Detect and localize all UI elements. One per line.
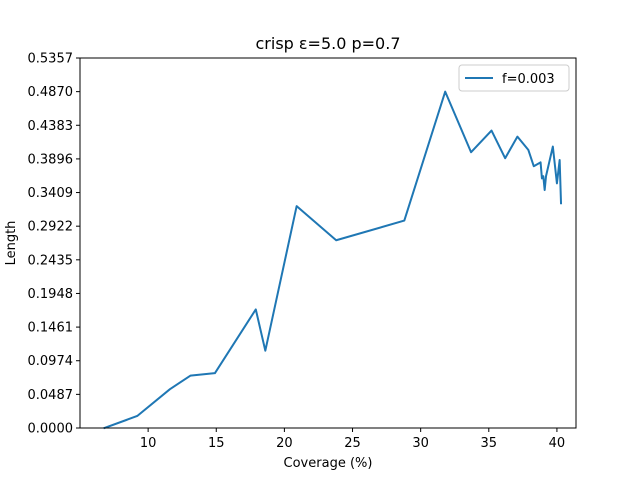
y-tick-label: 0.3896 <box>28 152 74 167</box>
plot-background <box>80 58 576 428</box>
x-tick-label: 35 <box>481 436 498 451</box>
x-axis-ticks: 10 15 20 25 30 35 40 <box>140 428 565 451</box>
legend-label: f=0.003 <box>502 72 555 87</box>
y-tick-label: 0.0000 <box>28 422 74 437</box>
x-tick-label: 15 <box>208 436 225 451</box>
plot-area <box>80 58 576 428</box>
y-tick-label: 0.4383 <box>28 119 74 134</box>
y-tick-label: 0.4870 <box>28 85 74 100</box>
x-tick-label: 25 <box>344 436 361 451</box>
x-tick-label: 10 <box>140 436 157 451</box>
y-tick-label: 0.3409 <box>28 186 74 201</box>
y-tick-label: 0.0974 <box>28 354 74 369</box>
legend-box <box>458 64 570 92</box>
x-axis-title: Coverage (%) <box>284 456 373 471</box>
y-tick-label: 0.2435 <box>28 253 74 268</box>
y-tick-label: 0.1948 <box>28 287 74 302</box>
series-line-0 <box>103 90 563 430</box>
chart-title: crisp ε=5.0 p=0.7 <box>256 34 401 53</box>
x-tick-label: 40 <box>549 436 566 451</box>
y-axis-ticks: 0.0000 0.0487 0.0974 0.1461 0.1948 0.2435 0.29… <box>28 52 80 437</box>
series-layer <box>103 90 563 430</box>
x-tick-label: 30 <box>412 436 429 451</box>
y-tick-label: 0.1461 <box>28 321 74 336</box>
y-axis-title: Length <box>4 221 19 266</box>
x-tick-label: 20 <box>276 436 293 451</box>
plot-frame <box>79 57 577 429</box>
y-tick-label: 0.2922 <box>28 220 74 235</box>
legend: f=0.003 <box>458 64 570 92</box>
y-tick-label: 0.0487 <box>28 388 74 403</box>
y-tick-label: 0.5357 <box>28 52 74 67</box>
